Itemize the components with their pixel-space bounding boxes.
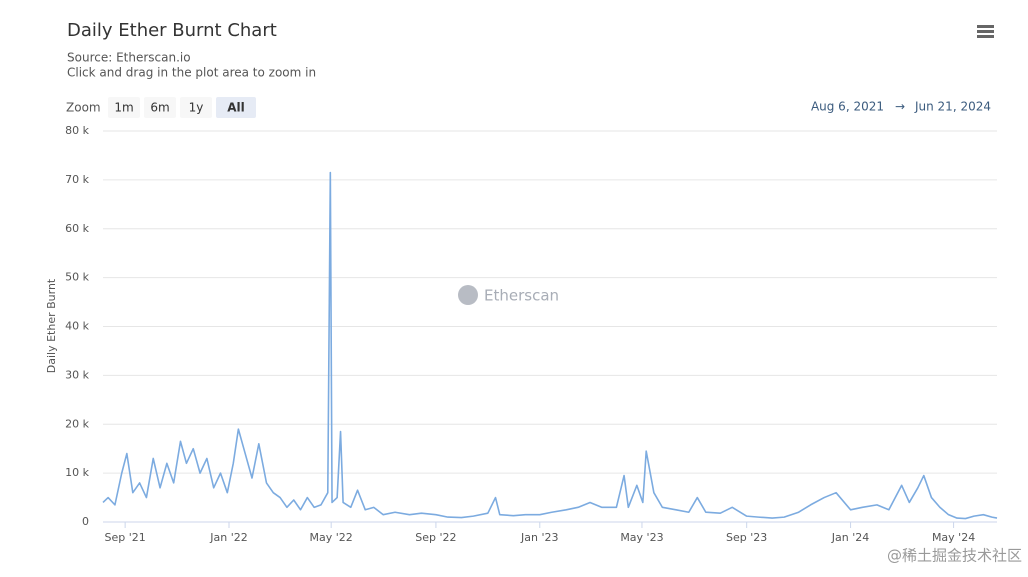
x-tick-label: May '23 xyxy=(620,531,663,544)
range-separator: → xyxy=(895,100,905,114)
y-tick-label: 60 k xyxy=(65,222,89,235)
x-tick-label: May '22 xyxy=(310,531,353,544)
corner-watermark: @稀土掘金技术社区 xyxy=(887,547,1022,565)
y-tick-label: 80 k xyxy=(65,124,89,137)
range-to[interactable]: Jun 21, 2024 xyxy=(914,100,991,114)
zoom-button[interactable] xyxy=(108,97,140,118)
zoom-button-label[interactable]: 1m xyxy=(114,101,133,115)
y-tick-label: 30 k xyxy=(65,368,89,381)
menu-bar xyxy=(977,30,994,33)
y-tick-label: 70 k xyxy=(65,173,89,186)
chart-title: Daily Ether Burnt Chart xyxy=(67,20,277,41)
y-tick-label: 40 k xyxy=(65,320,89,333)
y-tick-label: 20 k xyxy=(65,417,89,430)
y-tick-label: 50 k xyxy=(65,271,89,284)
data-line xyxy=(102,171,998,520)
zoom-button-label[interactable]: 1y xyxy=(189,101,204,115)
watermark-icon xyxy=(458,285,478,305)
x-tick-label: Sep '23 xyxy=(726,531,767,544)
menu-bar xyxy=(977,25,994,28)
zoom-button-label[interactable]: All xyxy=(227,101,245,115)
y-tick-label: 10 k xyxy=(65,466,89,479)
y-tick-label: 0 xyxy=(82,515,89,528)
zoom-button[interactable] xyxy=(144,97,176,118)
x-tick-label: May '24 xyxy=(932,531,975,544)
zoom-button[interactable] xyxy=(180,97,212,118)
y-axis-label: Daily Ether Burnt xyxy=(45,278,58,373)
range-from[interactable]: Aug 6, 2021 xyxy=(811,100,884,114)
zoom-label: Zoom xyxy=(66,101,101,115)
zoom-button-label[interactable]: 6m xyxy=(150,101,169,115)
menu-button[interactable] xyxy=(977,25,994,38)
source: Source: Etherscan.io xyxy=(67,51,191,65)
menu-bar xyxy=(977,35,994,38)
watermark-logo xyxy=(458,285,478,305)
x-tick-label: Jan '22 xyxy=(209,531,247,544)
subtitle: Click and drag in the plot area to zoom … xyxy=(67,66,316,80)
watermark: Etherscan xyxy=(484,287,559,305)
zoom-button[interactable] xyxy=(216,97,256,118)
x-tick-label: Jan '24 xyxy=(831,531,869,544)
x-tick-label: Jan '23 xyxy=(520,531,558,544)
x-tick-label: Sep '21 xyxy=(105,531,146,544)
x-tick-label: Sep '22 xyxy=(415,531,456,544)
